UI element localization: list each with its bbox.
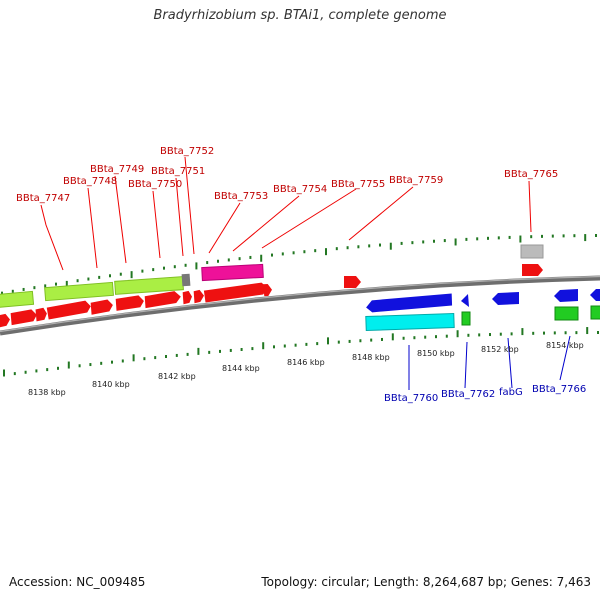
forward-cds-row — [0, 264, 543, 328]
cds-arrow[interactable] — [262, 283, 273, 297]
cds-arrow[interactable] — [0, 313, 11, 328]
feature-bar[interactable] — [44, 281, 114, 302]
gene-label[interactable]: BBta_7755 — [331, 179, 385, 190]
cds-arrow[interactable] — [203, 282, 269, 303]
gene-label[interactable]: BBta_7765 — [504, 169, 558, 180]
scale-label: 8150 kbp — [417, 349, 455, 358]
inner-tick-ring — [3, 327, 599, 377]
cds-arrow[interactable] — [522, 264, 543, 276]
genome-backbone-highlight — [0, 275, 600, 333]
feature-bar-green[interactable] — [461, 311, 471, 326]
scale-labels: 8138 kbp 8140 kbp 8142 kbp 8144 kbp 8146 kbp… — [28, 341, 584, 397]
scale-label: 8152 kbp — [481, 345, 519, 354]
scale-label: 8138 kbp — [28, 388, 66, 397]
cds-arrow-reverse[interactable] — [590, 289, 600, 301]
gene-label[interactable]: BBta_7754 — [273, 184, 327, 195]
cds-arrow-reverse[interactable] — [492, 292, 519, 305]
scale-label: 8148 kbp — [352, 353, 390, 362]
scale-label: 8140 kbp — [92, 380, 130, 389]
gene-label[interactable]: BBta_7759 — [389, 175, 443, 186]
reverse-label-leaders — [408, 335, 571, 390]
gene-label[interactable]: BBta_7748 — [63, 176, 117, 187]
gene-label[interactable]: BBta_7747 — [16, 193, 70, 204]
gene-label[interactable]: BBta_7766 — [532, 384, 586, 395]
reverse-cds-row — [366, 289, 600, 313]
gene-label[interactable]: BBta_7750 — [128, 179, 182, 190]
cds-arrow-reverse[interactable] — [366, 293, 453, 313]
feature-bar-gray[interactable] — [520, 244, 544, 259]
cds-arrow[interactable] — [182, 290, 193, 305]
cds-arrow[interactable] — [46, 300, 91, 320]
cds-arrow[interactable] — [35, 307, 47, 322]
feature-bar-green[interactable] — [590, 305, 600, 320]
feature-bar-cyan[interactable] — [365, 312, 455, 332]
gene-label[interactable]: BBta_7762 — [441, 389, 495, 400]
forward-feature-row — [0, 244, 544, 309]
reverse-labels: BBta_7760 BBta_7762 fabG BBta_7766 — [384, 384, 586, 404]
cds-arrow[interactable] — [115, 295, 145, 311]
forward-label-leaders — [40, 156, 532, 271]
scale-label: 8144 kbp — [222, 364, 260, 373]
gene-label[interactable]: BBta_7753 — [214, 191, 268, 202]
feature-bar-green[interactable] — [554, 306, 579, 321]
outer-tick-ring — [1, 234, 597, 299]
scale-label: 8154 kbp — [546, 341, 584, 350]
feature-bar-pink[interactable] — [201, 263, 264, 282]
scale-label: 8146 kbp — [287, 358, 325, 367]
map-title: Bradyrhizobium sp. BTAi1, complete genom… — [153, 8, 447, 23]
gene-label[interactable]: BBta_7760 — [384, 393, 438, 404]
gene-label[interactable]: BBta_7749 — [90, 164, 144, 175]
genome-stats-text: Topology: circular; Length: 8,264,687 bp… — [261, 575, 591, 589]
gene-label[interactable]: fabG — [499, 387, 523, 398]
scale-label: 8142 kbp — [158, 372, 196, 381]
feature-bar[interactable] — [0, 290, 35, 309]
reverse-feature-row — [365, 305, 600, 332]
gene-label[interactable]: BBta_7752 — [160, 146, 214, 157]
cds-arrow-reverse[interactable] — [554, 289, 578, 302]
cds-arrow[interactable] — [344, 276, 361, 288]
gene-label[interactable]: BBta_7751 — [151, 166, 205, 177]
feature-bar-end — [181, 273, 191, 287]
cds-arrow[interactable] — [193, 289, 205, 304]
cds-arrow[interactable] — [90, 299, 113, 315]
cds-arrow[interactable] — [144, 291, 181, 309]
genome-backbone — [0, 275, 600, 336]
accession-text: Accession: NC_009485 — [9, 575, 146, 589]
cds-arrow[interactable] — [10, 309, 37, 326]
cds-arrow-reverse[interactable] — [461, 294, 469, 307]
